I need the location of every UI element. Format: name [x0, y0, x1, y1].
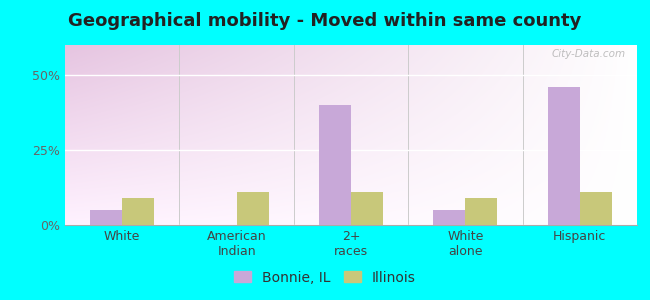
- Bar: [122, 198, 154, 225]
- Bar: [319, 105, 351, 225]
- Bar: [90, 210, 122, 225]
- Text: Geographical mobility - Moved within same county: Geographical mobility - Moved within sam…: [68, 12, 582, 30]
- Bar: [580, 192, 612, 225]
- Bar: [465, 198, 497, 225]
- Bar: [237, 192, 268, 225]
- Bar: [548, 87, 580, 225]
- Legend: Bonnie, IL, Illinois: Bonnie, IL, Illinois: [229, 265, 421, 290]
- Bar: [351, 192, 383, 225]
- Bar: [434, 210, 465, 225]
- Text: City-Data.com: City-Data.com: [551, 49, 625, 58]
